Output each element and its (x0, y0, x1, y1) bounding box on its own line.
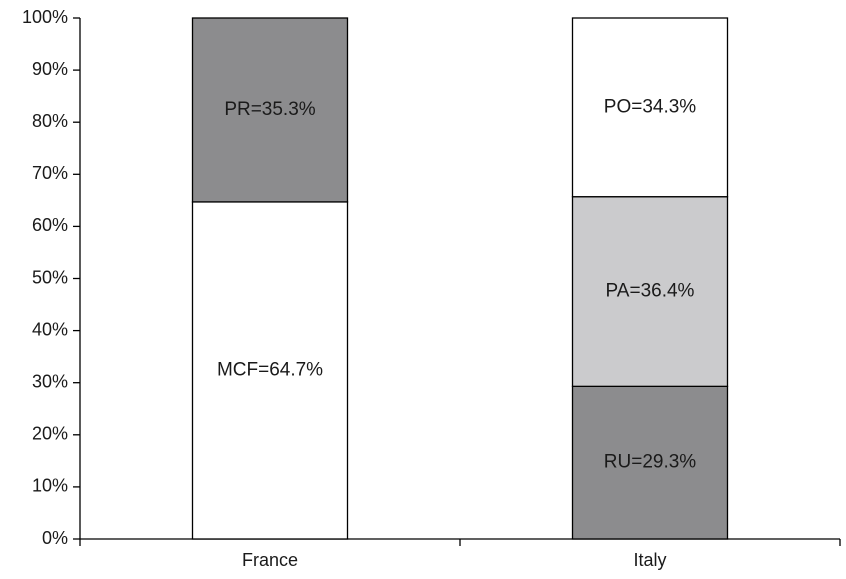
y-tick-label: 50% (32, 267, 68, 287)
segment-label: PR=35.3% (224, 99, 315, 120)
y-tick-label: 100% (22, 7, 68, 27)
segment-label: RU=29.3% (604, 452, 697, 473)
y-tick-label: 90% (32, 59, 68, 79)
bar-segment (571, 196, 729, 387)
segment-label: PA=36.4% (606, 281, 695, 302)
bars: MCF=64.7% PR=35.3% RU=29.3% PA=36.4% PO=34.3… (191, 17, 729, 540)
y-axis: 0% 10% 20% 30% 40% 50% 60% 70% 80% 90% 100% (22, 7, 81, 548)
y-tick-label: 60% (32, 215, 68, 235)
y-tick-label: 10% (32, 476, 68, 496)
y-tick-label: 80% (32, 111, 68, 131)
bar-segment (191, 17, 349, 203)
y-tick-label: 20% (32, 424, 68, 444)
x-category-label: France (242, 550, 298, 570)
bar-segment (571, 17, 729, 198)
bar-segment (191, 201, 349, 540)
x-category-label: Italy (633, 550, 666, 570)
y-tick-label: 70% (32, 163, 68, 183)
bar-segment (571, 385, 729, 540)
y-tick-label: 40% (32, 319, 68, 339)
y-tick-label: 0% (42, 528, 68, 548)
x-axis: France Italy (79, 538, 841, 570)
segment-label: MCF=64.7% (217, 359, 323, 380)
segment-label: PO=34.3% (604, 96, 697, 117)
y-tick-label: 30% (32, 371, 68, 391)
